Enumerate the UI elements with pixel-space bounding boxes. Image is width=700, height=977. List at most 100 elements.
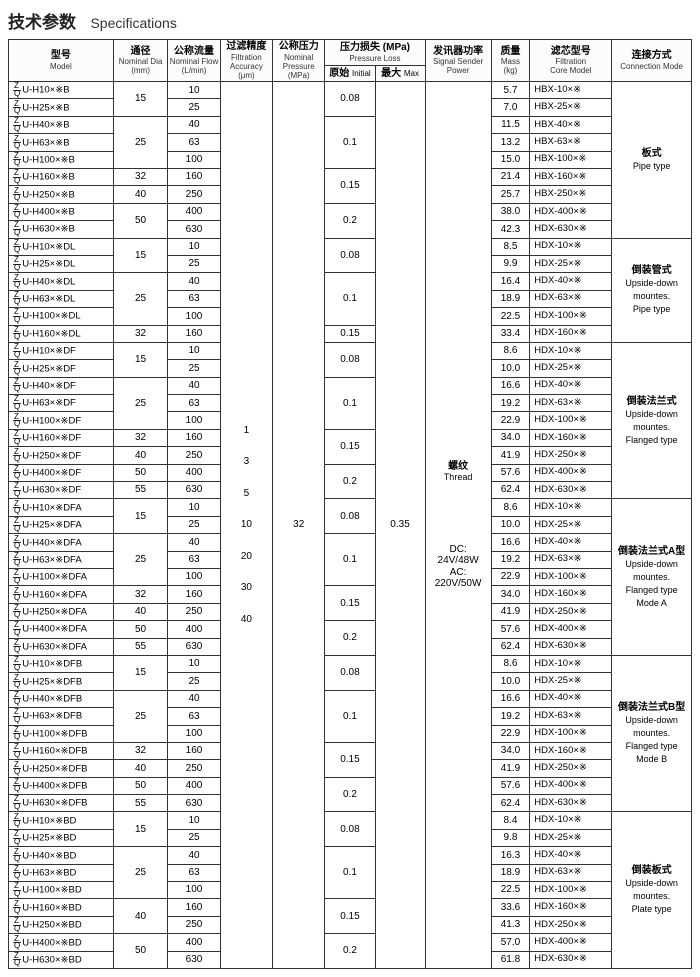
cell-core: HDX-160×※ [530,325,612,342]
cell-model: ZQU-H100×※DL [9,308,114,325]
cell-flow: 40 [168,690,220,707]
cell-core: HDX-100×※ [530,412,612,429]
table-row: ZQU-H10×※B151013510203040320.080.35螺纹Thr… [9,82,692,99]
cell-core: HDX-400×※ [530,464,612,481]
cell-pl-init: 0.08 [325,655,375,690]
cell-flow: 160 [168,899,220,916]
cell-flow: 160 [168,586,220,603]
cell-core: HBX-40×※ [530,116,612,133]
cell-dia: 15 [113,238,168,273]
cell-mass: 22.9 [491,725,530,742]
cell-model: ZQU-H100×※BD [9,882,114,899]
cell-mass: 25.7 [491,186,530,203]
cell-mass: 8.6 [491,655,530,672]
h-model: 型号Model [9,40,114,82]
cell-flow: 100 [168,412,220,429]
cell-model: ZQU-H40×※DFB [9,690,114,707]
cell-pl-init: 0.2 [325,464,375,499]
cell-flow: 400 [168,777,220,794]
cell-mass: 16.6 [491,690,530,707]
cell-conn: 倒装法兰式A型Upside-downmountes.Flanged typeMo… [612,499,692,656]
cell-model: ZQU-H250×※DFB [9,760,114,777]
cell-flow: 400 [168,203,220,220]
cell-core: HDX-10×※ [530,812,612,829]
cell-conn: 板式Pipe type [612,82,692,239]
cell-core: HDX-400×※ [530,934,612,951]
table-row: ZQU-H10×※DFA15100.088.6HDX-10×※倒装法兰式A型Up… [9,499,692,516]
cell-core: HBX-10×※ [530,82,612,99]
cell-mass: 21.4 [491,169,530,186]
cell-mass: 42.3 [491,221,530,238]
cell-core: HDX-40×※ [530,273,612,290]
cell-flow: 160 [168,325,220,342]
cell-mass: 16.4 [491,273,530,290]
cell-model: ZQU-H63×※DL [9,290,114,307]
cell-pl-init: 0.08 [325,238,375,273]
cell-flow: 10 [168,342,220,359]
cell-core: HDX-630×※ [530,482,612,499]
cell-model: ZQU-H63×※DFB [9,708,114,725]
cell-model: ZQU-H160×※DL [9,325,114,342]
h-dia: 通径Nominal Dia(mm) [113,40,168,82]
cell-pl-init: 0.1 [325,116,375,168]
cell-conn: 倒装管式Upside-downmountes.Pipe type [612,238,692,342]
cell-flow: 40 [168,534,220,551]
cell-core: HDX-40×※ [530,690,612,707]
cell-model: ZQU-H630×※DFB [9,795,114,812]
cell-flow: 250 [168,916,220,933]
cell-core: HDX-63×※ [530,864,612,881]
cell-mass: 8.5 [491,238,530,255]
cell-mass: 38.0 [491,203,530,220]
cell-core: HDX-10×※ [530,499,612,516]
cell-mass: 19.2 [491,395,530,412]
h-core: 滤芯型号FiltrationCore Model [530,40,612,82]
table-row: ZQU-H10×※DL15100.088.5HDX-10×※倒装管式Upside… [9,238,692,255]
cell-model: ZQU-H25×※BD [9,829,114,846]
cell-dia: 32 [113,742,168,759]
cell-core: HBX-63×※ [530,134,612,151]
h-flow: 公称流量Nominal Flow(L/min) [168,40,220,82]
cell-flow: 10 [168,655,220,672]
cell-core: HDX-250×※ [530,447,612,464]
cell-pl-init: 0.2 [325,934,375,969]
cell-dia: 32 [113,429,168,446]
cell-mass: 61.8 [491,951,530,968]
cell-core: HDX-250×※ [530,916,612,933]
cell-mass: 62.4 [491,482,530,499]
cell-model: ZQU-H10×※BD [9,812,114,829]
cell-flow: 400 [168,934,220,951]
cell-model: ZQU-H100×※B [9,151,114,168]
cell-mass: 33.4 [491,325,530,342]
cell-model: ZQU-H63×※BD [9,864,114,881]
cell-mass: 57.6 [491,464,530,481]
cell-core: HBX-160×※ [530,169,612,186]
cell-dia: 15 [113,342,168,377]
cell-flow: 100 [168,725,220,742]
cell-model: ZQU-H25×※DFA [9,516,114,533]
table-row: ZQU-H400×※DFB504000.257.6HDX-400×※ [9,777,692,794]
cell-core: HDX-160×※ [530,899,612,916]
cell-flow: 160 [168,169,220,186]
h-mass: 质量Mass(kg) [491,40,530,82]
cell-core: HDX-400×※ [530,203,612,220]
cell-core: HDX-400×※ [530,621,612,638]
cell-accuracy: 13510203040 [220,82,272,969]
cell-model: ZQU-H25×※DF [9,360,114,377]
cell-model: ZQU-H630×※BD [9,951,114,968]
cell-dia: 40 [113,447,168,464]
cell-flow: 25 [168,99,220,116]
cell-pl-max: 0.35 [375,82,425,969]
table-row: ZQU-H40×※BD25400.116.3HDX-40×※ [9,847,692,864]
cell-core: HDX-40×※ [530,377,612,394]
cell-pl-init: 0.2 [325,621,375,656]
table-row: ZQU-H10×※DFB15100.088.6HDX-10×※倒装法兰式B型Up… [9,655,692,672]
table-row: ZQU-H400×※DFA504000.257.6HDX-400×※ [9,621,692,638]
cell-flow: 25 [168,255,220,272]
cell-mass: 15.0 [491,151,530,168]
title-cn: 技术参数 [8,13,76,32]
cell-flow: 400 [168,464,220,481]
cell-mass: 19.2 [491,708,530,725]
cell-dia: 15 [113,82,168,117]
cell-flow: 25 [168,829,220,846]
cell-model: ZQU-H25×※DL [9,255,114,272]
